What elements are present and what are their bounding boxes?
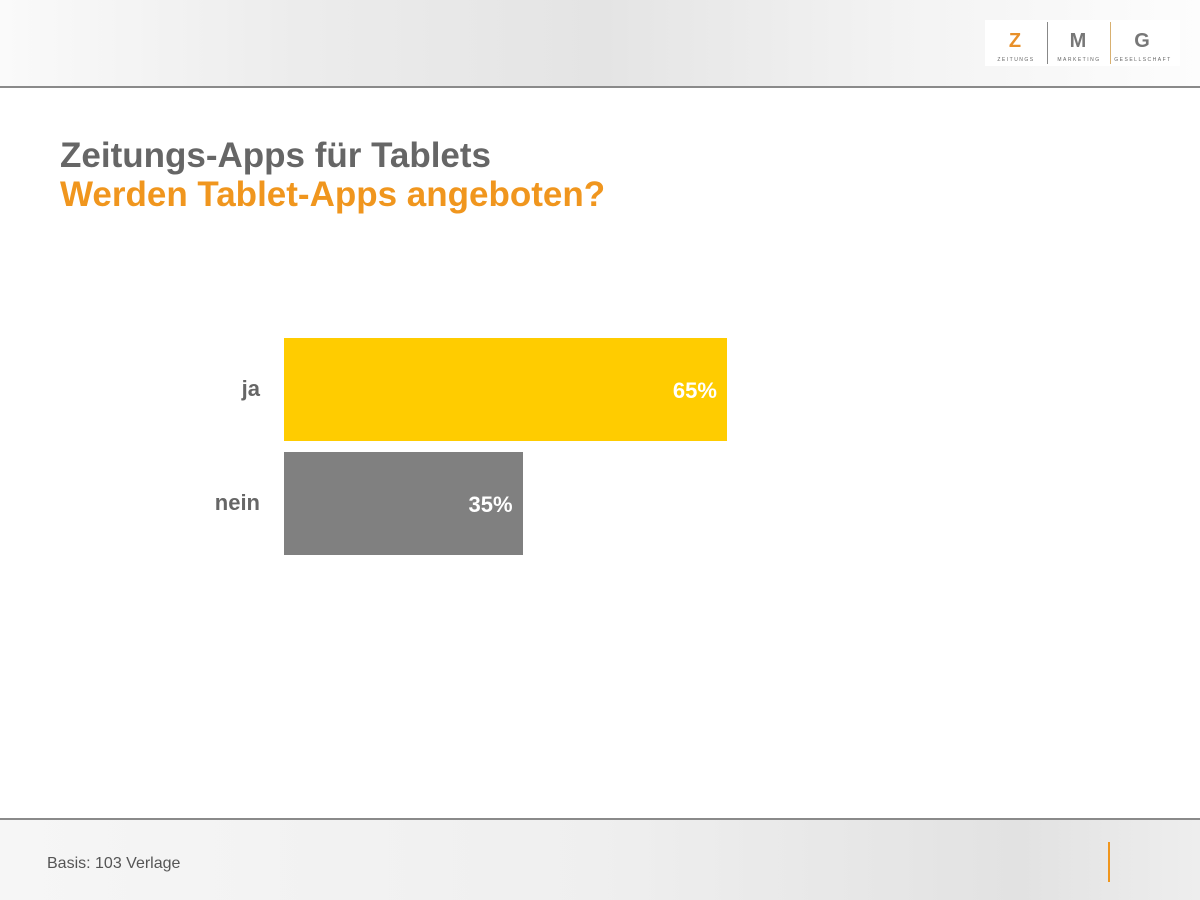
bar-ja: [284, 338, 727, 441]
logo-letter: G: [1134, 30, 1150, 52]
footer-banner: [0, 818, 1200, 900]
header-banner: Z M G ZEITUNGS MARKETING GESELLSCHAFT: [0, 0, 1200, 88]
slide-subtitle: Werden Tablet-Apps angeboten?: [60, 175, 606, 214]
category-label: ja: [241, 376, 260, 401]
accent-line: [1108, 842, 1110, 882]
value-label: 65%: [672, 378, 717, 403]
footnote: Basis: 103 Verlage: [47, 855, 181, 872]
category-label: nein: [214, 490, 260, 515]
logo-subtext: ZEITUNGS: [997, 57, 1035, 63]
logo-letter: Z: [1008, 30, 1022, 52]
logo-letter: M: [1069, 30, 1087, 52]
bar-nein: [284, 452, 523, 555]
logo-subtext: MARKETING: [1057, 57, 1101, 63]
value-label: 35%: [468, 492, 513, 517]
logo-subtext: GESELLSCHAFT: [1114, 57, 1172, 63]
zmg-logo: Z M G ZEITUNGS MARKETING GESELLSCHAFT: [985, 20, 1180, 66]
slide-title: Zeitungs-Apps für Tablets: [60, 136, 492, 175]
